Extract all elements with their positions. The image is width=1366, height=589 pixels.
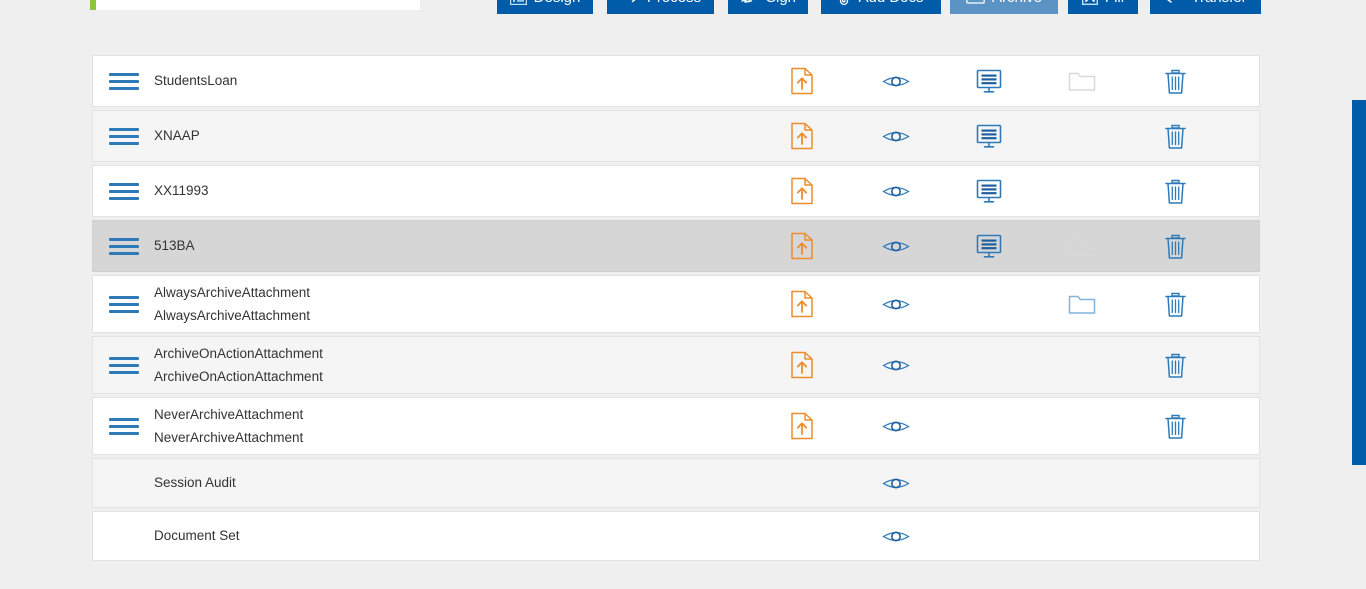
row-name: Session Audit bbox=[154, 473, 236, 493]
preview-eye-icon[interactable] bbox=[880, 65, 912, 97]
toolbar-button-label: Design bbox=[534, 0, 581, 5]
upload-file-icon[interactable] bbox=[786, 120, 818, 152]
row-name-line: AlwaysArchiveAttachment bbox=[154, 284, 311, 300]
delete-trash-icon[interactable] bbox=[1159, 65, 1191, 97]
toolbar-button-design[interactable]: Design bbox=[497, 0, 593, 14]
toolbar-button-transfer[interactable]: Transfer bbox=[1150, 0, 1261, 14]
delete-trash-icon[interactable] bbox=[1159, 410, 1191, 442]
session-alert-text: Your session will remain active until 05… bbox=[106, 0, 368, 1]
table-row[interactable]: XNAAP bbox=[92, 110, 1260, 162]
preview-eye-icon[interactable] bbox=[880, 175, 912, 207]
table-row[interactable]: 513BA bbox=[92, 220, 1260, 272]
table-row[interactable]: Session Audit bbox=[92, 458, 1260, 508]
present-icon[interactable] bbox=[973, 65, 1005, 97]
drag-handle-icon[interactable] bbox=[109, 416, 139, 436]
row-name: XNAAP bbox=[154, 126, 200, 146]
folder-icon[interactable] bbox=[1066, 288, 1098, 320]
row-name-line: XX11993 bbox=[154, 183, 209, 199]
row-name: XX11993 bbox=[154, 181, 209, 201]
row-name-line: ArchiveOnActionAttachment bbox=[154, 368, 323, 384]
upload-file-icon[interactable] bbox=[786, 175, 818, 207]
delete-trash-icon[interactable] bbox=[1159, 288, 1191, 320]
delete-trash-icon[interactable] bbox=[1159, 230, 1191, 262]
table-row[interactable]: Document Set bbox=[92, 511, 1260, 561]
row-name: NeverArchiveAttachment NeverArchiveAttach… bbox=[154, 405, 303, 447]
pen-sign-icon bbox=[740, 0, 759, 5]
row-name: Document Set bbox=[154, 526, 240, 546]
present-icon[interactable] bbox=[973, 230, 1005, 262]
toolbar-button-fill[interactable]: Fill bbox=[1068, 0, 1138, 14]
upload-file-icon[interactable] bbox=[786, 410, 818, 442]
toolbar-button-label: Process bbox=[647, 0, 701, 5]
drag-handle-icon[interactable] bbox=[109, 294, 139, 314]
preview-eye-icon[interactable] bbox=[880, 230, 912, 262]
preview-eye-icon[interactable] bbox=[880, 288, 912, 320]
preview-eye-icon[interactable] bbox=[880, 467, 912, 499]
row-name-line: StudentsLoan bbox=[154, 73, 238, 89]
drag-handle-icon[interactable] bbox=[109, 71, 139, 91]
toolbar-button-archive[interactable]: Archive bbox=[950, 0, 1058, 14]
document-list: StudentsLoan XNAAP XX11993 513BA AlwaysArchi… bbox=[92, 55, 1260, 564]
table-row[interactable]: NeverArchiveAttachment NeverArchiveAttach… bbox=[92, 397, 1260, 455]
drag-handle-icon[interactable] bbox=[109, 181, 139, 201]
folder-icon bbox=[1066, 65, 1098, 97]
delete-trash-icon[interactable] bbox=[1159, 175, 1191, 207]
excel-x-icon bbox=[1081, 0, 1098, 5]
drag-handle-icon[interactable] bbox=[109, 126, 139, 146]
row-name-line: AlwaysArchiveAttachment bbox=[154, 307, 311, 323]
preview-eye-icon[interactable] bbox=[880, 520, 912, 552]
row-name-line: XNAAP bbox=[154, 128, 200, 144]
delete-trash-icon[interactable] bbox=[1159, 120, 1191, 152]
preview-eye-icon[interactable] bbox=[880, 349, 912, 381]
arrow-right-icon bbox=[620, 0, 640, 4]
list-icon bbox=[509, 0, 527, 5]
row-name-line: Session Audit bbox=[154, 475, 236, 491]
table-row[interactable]: AlwaysArchiveAttachment AlwaysArchiveAtta… bbox=[92, 275, 1260, 333]
present-icon[interactable] bbox=[973, 175, 1005, 207]
preview-eye-icon[interactable] bbox=[880, 410, 912, 442]
present-icon[interactable] bbox=[973, 120, 1005, 152]
upload-file-icon[interactable] bbox=[786, 230, 818, 262]
table-row[interactable]: XX11993 bbox=[92, 165, 1260, 217]
upload-file-icon[interactable] bbox=[786, 288, 818, 320]
toolbar-button-label: Transfer bbox=[1191, 0, 1246, 5]
paperclip-icon bbox=[838, 0, 851, 6]
toolbar-button-add-docs[interactable]: Add Docs bbox=[821, 0, 941, 14]
row-name-line: Document Set bbox=[154, 528, 240, 544]
row-name: StudentsLoan bbox=[154, 71, 237, 91]
upload-file-icon[interactable] bbox=[786, 349, 818, 381]
vertical-scrollbar-thumb[interactable] bbox=[1352, 100, 1366, 465]
toolbar-button-label: Archive bbox=[992, 0, 1042, 5]
toolbar-button-label: Add Docs bbox=[858, 0, 923, 5]
table-row[interactable]: ArchiveOnActionAttachment ArchiveOnAction… bbox=[92, 336, 1260, 394]
row-name-line: 513BA bbox=[154, 238, 195, 254]
drag-handle-icon[interactable] bbox=[109, 355, 139, 375]
toolbar-button-process[interactable]: Process bbox=[607, 0, 714, 14]
upload-file-icon[interactable] bbox=[786, 65, 818, 97]
arrow-left-icon bbox=[1164, 0, 1184, 4]
toolbar-button-label: Sign bbox=[766, 0, 796, 5]
row-name: 513BA bbox=[154, 236, 195, 256]
row-name: ArchiveOnActionAttachment ArchiveOnAction… bbox=[154, 344, 323, 386]
archive-box-icon bbox=[966, 0, 985, 5]
row-name: AlwaysArchiveAttachment AlwaysArchiveAtta… bbox=[154, 283, 310, 325]
preview-eye-icon[interactable] bbox=[880, 120, 912, 152]
delete-trash-icon[interactable] bbox=[1159, 349, 1191, 381]
drag-handle-icon[interactable] bbox=[109, 236, 139, 256]
toolbar-button-label: Fill bbox=[1105, 0, 1124, 5]
row-name-line: NeverArchiveAttachment bbox=[154, 406, 304, 422]
toolbar-button-sign[interactable]: Sign bbox=[728, 0, 808, 14]
action-toolbar: Design Process Sign Add Docs Archive Fill Tran… bbox=[0, 0, 1366, 14]
row-name-line: NeverArchiveAttachment bbox=[154, 429, 304, 445]
folder-icon bbox=[1066, 230, 1098, 262]
session-alert: Your session will remain active until 05… bbox=[90, 0, 420, 10]
table-row[interactable]: StudentsLoan bbox=[92, 55, 1260, 107]
row-name-line: ArchiveOnActionAttachment bbox=[154, 345, 323, 361]
